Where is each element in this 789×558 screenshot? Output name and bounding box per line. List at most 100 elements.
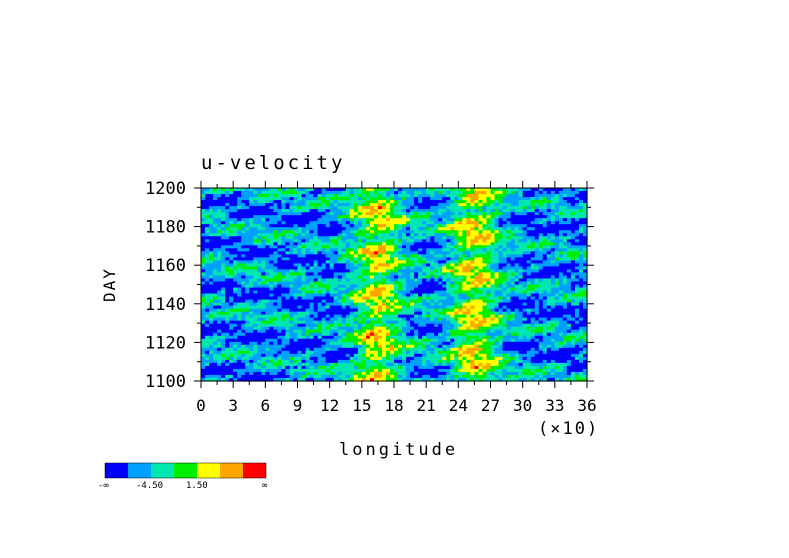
heatmap-cell <box>341 260 347 264</box>
heatmap-cell <box>486 263 492 268</box>
heatmap-cell <box>313 275 319 280</box>
heatmap-cell <box>357 278 363 283</box>
heatmap-cell <box>265 275 270 280</box>
heatmap-cell <box>482 239 488 243</box>
heatmap-cell <box>438 245 443 249</box>
heatmap-cell <box>209 251 214 255</box>
heatmap-cell <box>470 221 476 225</box>
heatmap-cell <box>277 308 283 313</box>
heatmap-cell <box>458 272 463 277</box>
heatmap-cell <box>241 332 246 337</box>
heatmap-cell <box>430 275 435 280</box>
heatmap-cell <box>402 293 407 298</box>
heatmap-cell <box>406 254 411 258</box>
heatmap-cell <box>337 323 343 328</box>
heatmap-cell <box>490 209 496 213</box>
heatmap-cell <box>470 230 476 234</box>
heatmap-cell <box>406 212 411 216</box>
heatmap-cell <box>510 311 516 316</box>
heatmap-cell <box>474 251 480 255</box>
heatmap-cell <box>381 302 387 307</box>
heatmap-cell <box>361 287 367 292</box>
heatmap-cell <box>285 251 291 255</box>
heatmap-cell <box>482 257 488 261</box>
heatmap-cell <box>357 188 363 192</box>
heatmap-cell <box>273 323 278 328</box>
heatmap-cell <box>289 275 295 280</box>
heatmap-cell <box>530 236 536 240</box>
heatmap-cell <box>582 335 588 340</box>
heatmap-cell <box>293 317 299 322</box>
heatmap-cell <box>369 260 375 264</box>
heatmap-cell <box>542 311 548 316</box>
heatmap-cell <box>273 290 278 295</box>
heatmap-cell <box>333 218 339 222</box>
heatmap-cell <box>414 311 419 316</box>
heatmap-cell <box>582 200 588 204</box>
heatmap-cell <box>293 275 299 280</box>
heatmap-cell <box>389 188 395 192</box>
heatmap-cell <box>502 281 508 286</box>
heatmap-cell <box>265 272 270 277</box>
heatmap-cell <box>377 191 383 195</box>
heatmap-cell <box>510 218 516 222</box>
heatmap-cell <box>257 326 262 331</box>
heatmap-cell <box>418 242 423 246</box>
heatmap-cell <box>538 254 544 258</box>
heatmap-cell <box>381 203 387 207</box>
heatmap-cell <box>361 260 367 264</box>
heatmap-cell <box>526 191 532 195</box>
heatmap-cell <box>398 266 403 271</box>
heatmap-cell <box>510 200 516 204</box>
heatmap-cell <box>349 278 355 283</box>
heatmap-cell <box>245 308 250 313</box>
heatmap-cell <box>414 236 419 240</box>
heatmap-cell <box>394 290 399 295</box>
heatmap-cell <box>394 248 399 252</box>
heatmap-cell <box>201 218 206 222</box>
heatmap-cell <box>398 251 403 255</box>
heatmap-cell <box>490 242 496 246</box>
heatmap-cell <box>546 296 552 301</box>
heatmap-cell <box>478 299 484 304</box>
heatmap-cell <box>201 203 206 207</box>
heatmap-cell <box>494 341 500 346</box>
heatmap-cell <box>406 335 411 340</box>
heatmap-cell <box>261 218 266 222</box>
heatmap-cell <box>285 254 291 258</box>
heatmap-cell <box>369 296 375 301</box>
heatmap-cell <box>269 266 274 271</box>
heatmap-cell <box>550 320 556 325</box>
heatmap-cell <box>554 188 560 192</box>
heatmap-cell <box>349 224 355 228</box>
heatmap-cell <box>462 281 467 286</box>
heatmap-cell <box>373 206 379 210</box>
heatmap-cell <box>562 332 568 337</box>
heatmap-cell <box>297 197 303 201</box>
heatmap-cell <box>566 326 572 331</box>
heatmap-cell <box>337 245 343 249</box>
heatmap-cell <box>349 233 355 237</box>
heatmap-cell <box>337 266 343 271</box>
heatmap-cell <box>578 188 584 192</box>
heatmap-cell <box>229 299 234 304</box>
heatmap-cell <box>361 224 367 228</box>
heatmap-cell <box>277 293 283 298</box>
heatmap-cell <box>482 245 488 249</box>
heatmap-cell <box>241 191 246 195</box>
heatmap-cell <box>341 341 347 346</box>
heatmap-cell <box>434 197 439 201</box>
heatmap-cell <box>442 200 447 204</box>
heatmap-cell <box>257 224 262 228</box>
heatmap-cell <box>289 188 295 192</box>
heatmap-cell <box>205 305 210 310</box>
heatmap-cell <box>410 233 415 237</box>
heatmap-cell <box>321 299 327 304</box>
heatmap-cell <box>233 257 238 261</box>
heatmap-cell <box>486 323 492 328</box>
heatmap-cell <box>546 308 552 313</box>
heatmap-cell <box>482 317 488 322</box>
heatmap-cell <box>518 239 524 243</box>
heatmap-cell <box>265 215 270 219</box>
heatmap-cell <box>426 305 431 310</box>
